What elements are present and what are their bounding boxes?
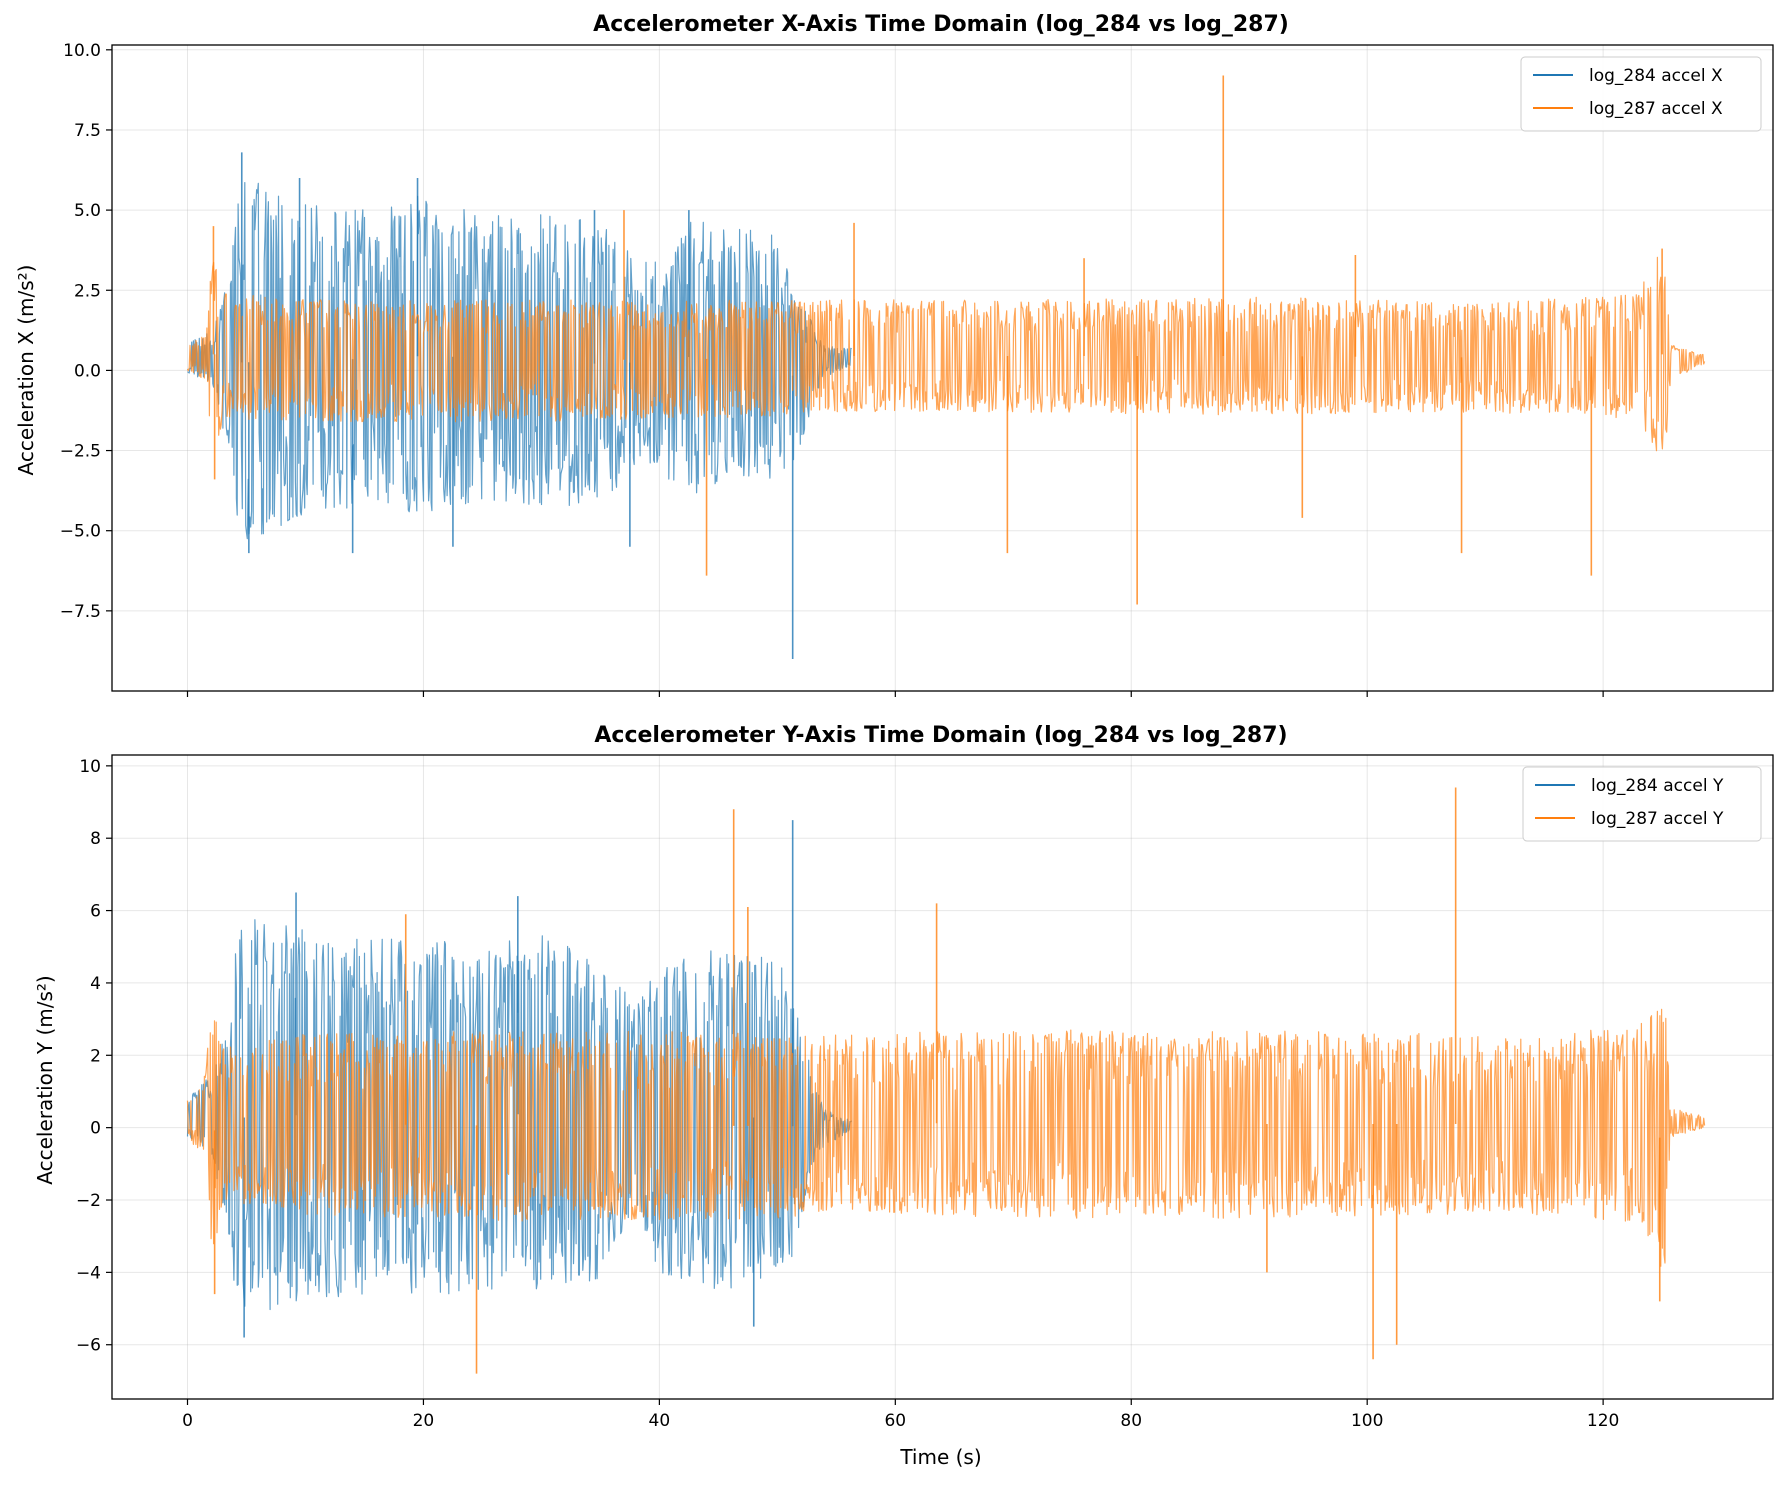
y-tick-label: 2.5 <box>74 281 101 301</box>
y-tick-label: −7.5 <box>60 602 101 622</box>
x-tick-label: 80 <box>1120 1411 1142 1431</box>
y-panel-ylabel: Acceleration Y (m/s²) <box>33 975 57 1184</box>
x-legend-label-284: log_284 accel X <box>1589 66 1723 86</box>
y-legend-label-284: log_284 accel Y <box>1591 776 1724 796</box>
x-panel-ylabel: Acceleration X (m/s²) <box>14 265 38 476</box>
y-legend-box <box>1522 766 1762 842</box>
y-axis-panel: Accelerometer Y-Axis Time Domain (log_28… <box>33 723 1774 1469</box>
series-line-287 <box>186 1008 1706 1267</box>
y-legend-label-287: log_287 accel Y <box>1591 809 1724 829</box>
y-tick-label: 8 <box>90 829 101 849</box>
y-tick-label: −2.5 <box>60 442 101 462</box>
y-panel-ticks: 0 20 40 60 80 100 120 −6 −4 −2 0 2 4 6 8 10 <box>76 757 1619 1431</box>
x-tick-label: 20 <box>413 1411 435 1431</box>
x-panel-ticks: −7.5 −5.0 −2.5 0.0 2.5 5.0 7.5 10.0 <box>60 41 1604 697</box>
y-tick-label: 10.0 <box>63 41 101 61</box>
y-tick-label: −4 <box>76 1263 101 1283</box>
x-legend-label-287: log_287 accel X <box>1589 99 1723 119</box>
series-line-287 <box>186 256 1706 452</box>
y-panel-legend: log_284 accel Y log_287 accel Y <box>1522 766 1762 842</box>
y-tick-label: 4 <box>90 974 101 994</box>
x-panel-lines <box>186 75 1706 659</box>
x-legend-box <box>1520 56 1762 132</box>
x-tick-label: 0 <box>182 1411 193 1431</box>
x-tick-label: 100 <box>1351 1411 1383 1431</box>
x-tick-label: 40 <box>649 1411 671 1431</box>
x-tick-label: 120 <box>1587 1411 1619 1431</box>
x-panel-legend: log_284 accel X log_287 accel X <box>1520 56 1762 132</box>
y-tick-label: 10 <box>79 757 101 777</box>
x-panel-title: Accelerometer X-Axis Time Domain (log_28… <box>593 12 1289 37</box>
x-tick-label: 60 <box>884 1411 906 1431</box>
y-tick-label: 0.0 <box>74 361 101 381</box>
y-panel-title: Accelerometer Y-Axis Time Domain (log_28… <box>594 723 1287 748</box>
y-panel-lines <box>186 787 1706 1374</box>
y-tick-label: 7.5 <box>74 121 101 141</box>
y-tick-label: 2 <box>90 1046 101 1066</box>
y-tick-label: 5.0 <box>74 201 101 221</box>
x-panel-frame <box>111 44 1774 692</box>
y-tick-label: −6 <box>76 1336 101 1356</box>
y-tick-label: 0 <box>90 1119 101 1139</box>
y-tick-label: 6 <box>90 902 101 922</box>
y-panel-xlabel: Time (s) <box>899 1445 981 1469</box>
y-tick-label: −5.0 <box>60 522 101 542</box>
x-axis-panel: Accelerometer X-Axis Time Domain (log_28… <box>14 12 1774 697</box>
y-tick-label: −2 <box>76 1191 101 1211</box>
y-panel-frame <box>111 754 1774 1400</box>
